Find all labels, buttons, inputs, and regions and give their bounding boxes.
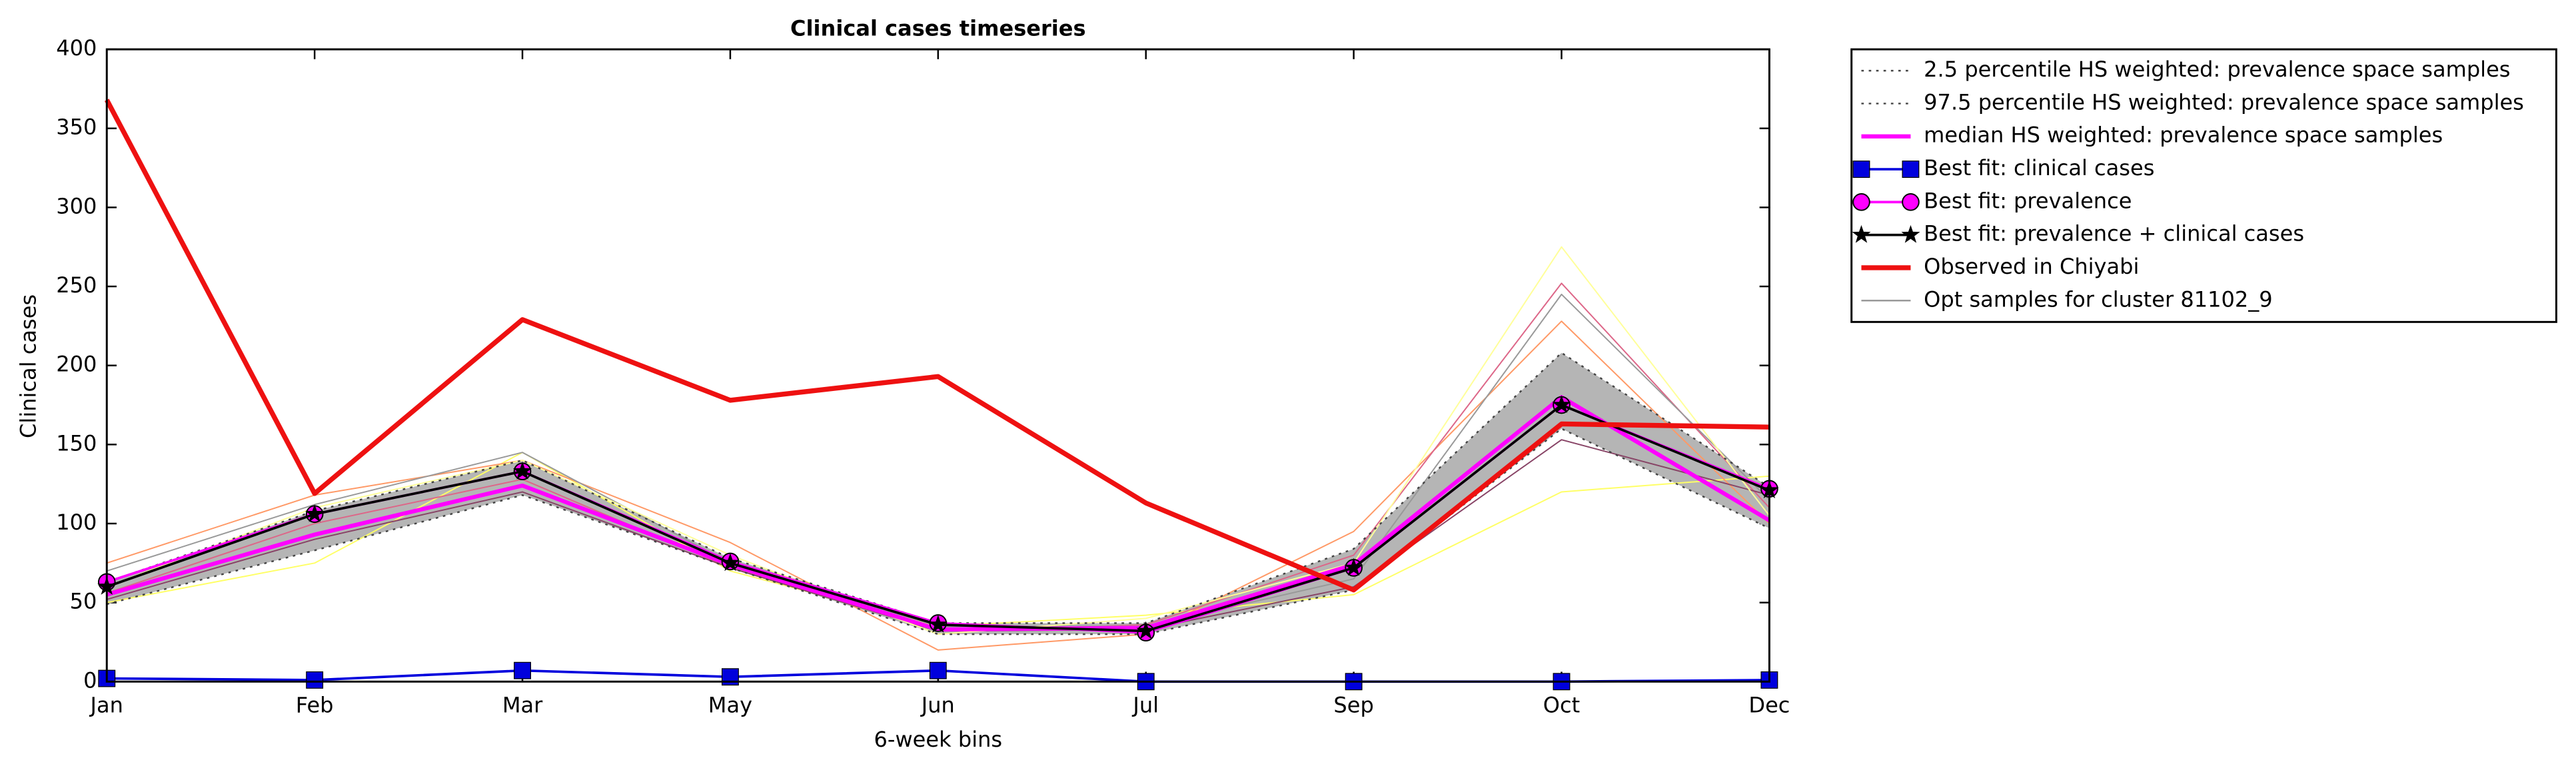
x-tick-label: Dec	[1748, 692, 1790, 717]
legend-label: Opt samples for cluster 81102_9	[1924, 286, 2273, 312]
legend-marker	[1902, 193, 1920, 211]
legend-label: Observed in Chiyabi	[1924, 254, 2139, 279]
series-marker	[1136, 621, 1155, 639]
y-tick-label: 200	[56, 352, 97, 377]
y-tick-label: 400	[56, 35, 97, 61]
x-axis-label: 6-week bins	[874, 727, 1003, 752]
sample-line	[106, 320, 1770, 651]
plot-frame	[105, 48, 1770, 683]
series-marker	[720, 553, 740, 572]
y-tick-label: 100	[56, 510, 97, 535]
x-tick-label: Jun	[920, 692, 955, 717]
y-tick-label: 250	[56, 272, 97, 298]
series-marker	[1552, 395, 1571, 413]
x-tick-label: May	[708, 692, 752, 717]
legend-label: Best fit: clinical cases	[1924, 155, 2154, 181]
y-tick-label: 350	[56, 115, 97, 140]
x-tick-label: Sep	[1333, 692, 1373, 717]
series-marker	[928, 615, 948, 633]
legend-label: 2.5 percentile HS weighted: prevalence s…	[1924, 57, 2510, 82]
sample-line	[107, 452, 1770, 627]
series-marker	[305, 504, 324, 522]
x-tick-label: Jul	[1131, 692, 1159, 717]
y-tick-label: 300	[56, 193, 97, 218]
legend-label: median HS weighted: prevalence space sam…	[1924, 123, 2443, 148]
series-marker	[514, 661, 531, 679]
series-line	[104, 99, 1770, 593]
legend-box	[1850, 48, 2557, 323]
y-tick-label: 50	[70, 589, 97, 614]
legend-marker	[1902, 161, 1920, 178]
series-marker	[512, 461, 532, 480]
series-marker	[721, 668, 739, 686]
y-axis-label: Clinical cases	[15, 294, 41, 438]
series-marker	[306, 671, 324, 689]
series-marker	[1344, 558, 1363, 576]
legend-marker	[1901, 224, 1920, 243]
x-tick-label: Oct	[1543, 692, 1580, 717]
x-tick-label: Mar	[502, 692, 543, 717]
legend-marker	[1852, 224, 1871, 243]
sample-line	[106, 246, 1770, 635]
x-tick-label: Feb	[296, 692, 334, 717]
legend-label: Best fit: prevalence	[1924, 188, 2132, 213]
y-tick-label: 0	[83, 667, 97, 693]
chart-title: Clinical cases timeseries	[790, 15, 1086, 41]
legend-marker	[1852, 193, 1870, 211]
x-tick-label: Jan	[89, 692, 123, 717]
legend-label: 97.5 percentile HS weighted: prevalence …	[1924, 89, 2524, 115]
legend-label: Best fit: prevalence + clinical cases	[1924, 221, 2304, 246]
series-marker	[929, 661, 947, 679]
legend-marker	[1852, 161, 1870, 178]
y-tick-label: 150	[56, 430, 97, 456]
